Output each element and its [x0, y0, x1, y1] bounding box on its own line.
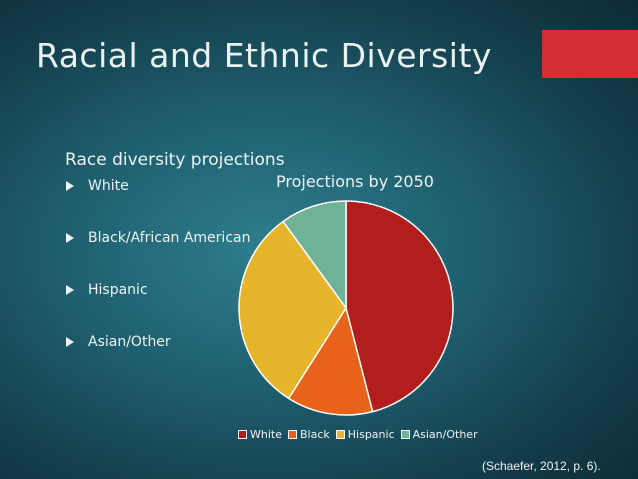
- legend-swatch: [400, 430, 410, 439]
- legend-swatch: [335, 430, 345, 439]
- legend-item-white: White: [238, 428, 282, 441]
- pie-slice-black: [287, 307, 374, 416]
- citation: (Schaefer, 2012, p. 6).: [482, 459, 601, 473]
- chart-legend: White Black Hispanic Asian/Other: [238, 428, 478, 441]
- accent-bar: [542, 30, 638, 78]
- triangle-bullet-icon: [66, 285, 74, 295]
- legend-swatch: [238, 430, 247, 439]
- bullet-label: Hispanic: [88, 282, 148, 298]
- bullet-item-white: White: [66, 175, 129, 197]
- legend-label: Black: [300, 428, 330, 441]
- bullet-item-hispanic: Hispanic: [66, 279, 148, 301]
- triangle-bullet-icon: [66, 233, 74, 243]
- legend-item-asian-other: Asian/Other: [400, 428, 478, 441]
- legend-label: Asian/Other: [412, 428, 478, 441]
- triangle-bullet-icon: [66, 337, 74, 347]
- subtitle: Race diversity projections: [65, 150, 285, 170]
- pie-slice-white: [345, 200, 454, 413]
- bullet-label: Asian/Other: [88, 334, 171, 350]
- pie-slice-hispanic: [238, 220, 347, 400]
- bullet-item-asian-other: Asian/Other: [66, 331, 171, 353]
- bullet-item-black: Black/African American: [66, 227, 250, 249]
- triangle-bullet-icon: [66, 181, 74, 191]
- legend-label: Hispanic: [347, 428, 395, 441]
- legend-item-black: Black: [288, 428, 330, 441]
- slide-title: Racial and Ethnic Diversity: [36, 36, 492, 75]
- legend-label: White: [250, 428, 282, 441]
- bullet-label: Black/African American: [88, 230, 251, 246]
- chart-title: Projections by 2050: [276, 172, 434, 191]
- bullet-label: White: [88, 178, 129, 194]
- legend-swatch: [288, 430, 297, 439]
- pie-slice-asian-other: [282, 200, 347, 309]
- pie-chart: [238, 200, 454, 416]
- legend-item-hispanic: Hispanic: [335, 428, 395, 441]
